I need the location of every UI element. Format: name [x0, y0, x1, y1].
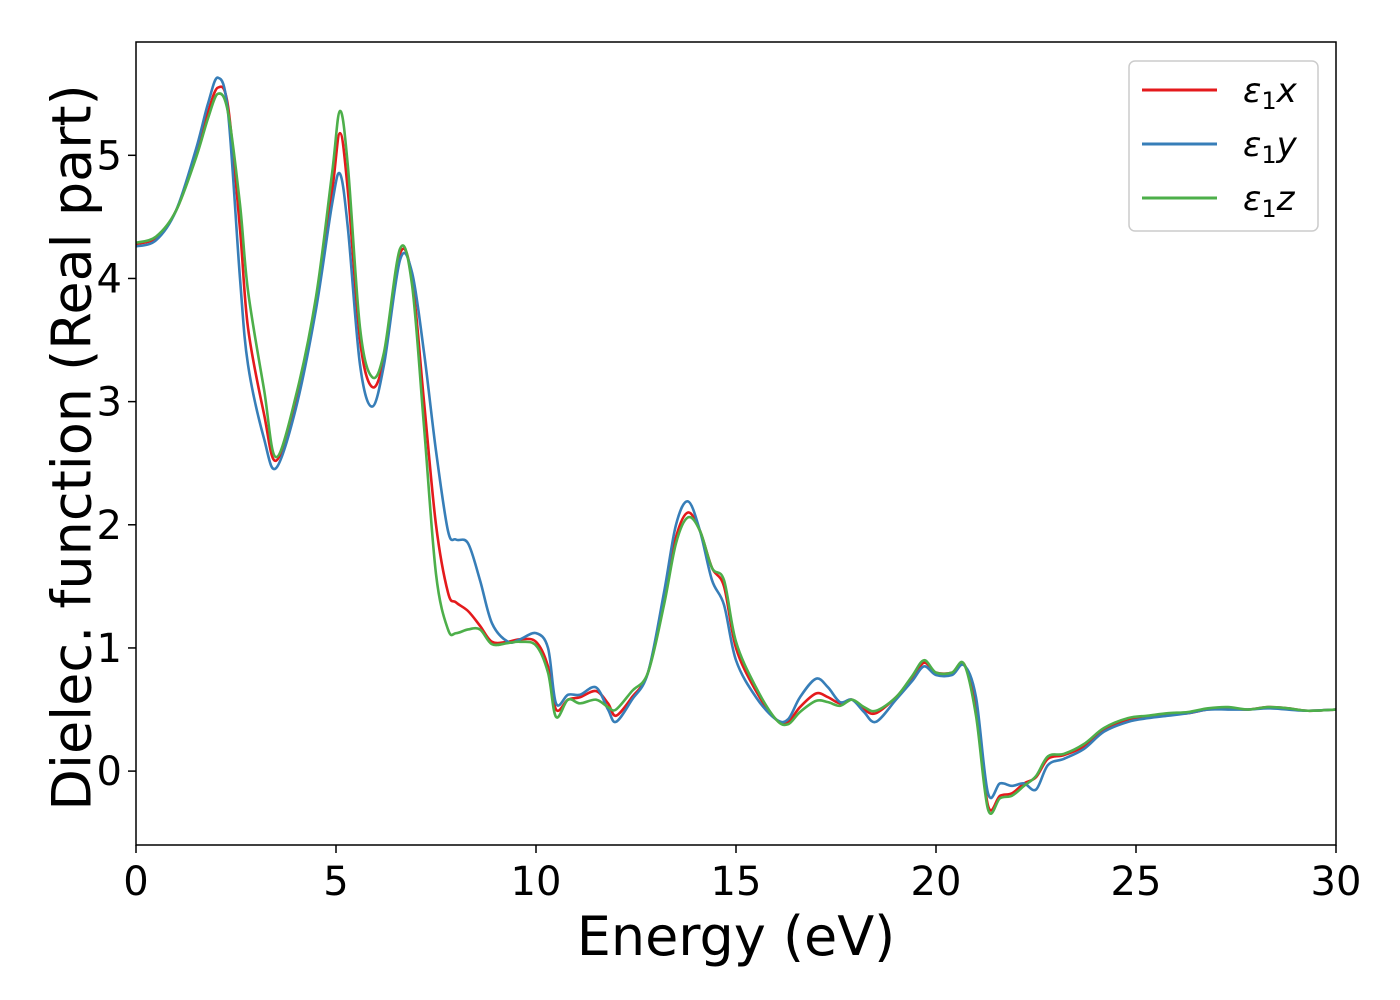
- x-axis-label: Energy (eV): [577, 905, 896, 968]
- y-axis-ticks: 0 1 2 3 4 5: [97, 133, 136, 795]
- y-axis-label: Dielec. function (Real part): [41, 84, 104, 810]
- y-tick-label: 2: [97, 503, 122, 549]
- y-tick-label: 3: [97, 380, 122, 426]
- legend-entry-y: ε1y: [1243, 125, 1298, 169]
- legend-box: [1128, 60, 1319, 232]
- legend-entry-z: ε1z: [1243, 179, 1296, 223]
- series-line-z: [136, 92, 1336, 815]
- y-tick-label: 1: [97, 626, 122, 672]
- x-tick-label: 0: [123, 859, 148, 905]
- y-tick-label: 5: [97, 133, 122, 179]
- x-axis-ticks: 0 5 10 15 20 25 30: [123, 845, 1361, 905]
- x-tick-label: 5: [323, 859, 348, 905]
- y-tick-label: 0: [97, 749, 122, 795]
- series-layer: [136, 76, 1336, 815]
- x-tick-label: 10: [511, 859, 562, 905]
- series-line-y: [136, 76, 1336, 800]
- x-tick-label: 30: [1311, 859, 1362, 905]
- legend-entry-x: ε1x: [1243, 71, 1298, 115]
- x-tick-label: 15: [711, 859, 762, 905]
- x-tick-label: 25: [1111, 859, 1162, 905]
- legend: ε1x ε1y ε1z: [1128, 60, 1319, 232]
- x-tick-label: 20: [911, 859, 962, 905]
- y-tick-label: 4: [97, 256, 122, 302]
